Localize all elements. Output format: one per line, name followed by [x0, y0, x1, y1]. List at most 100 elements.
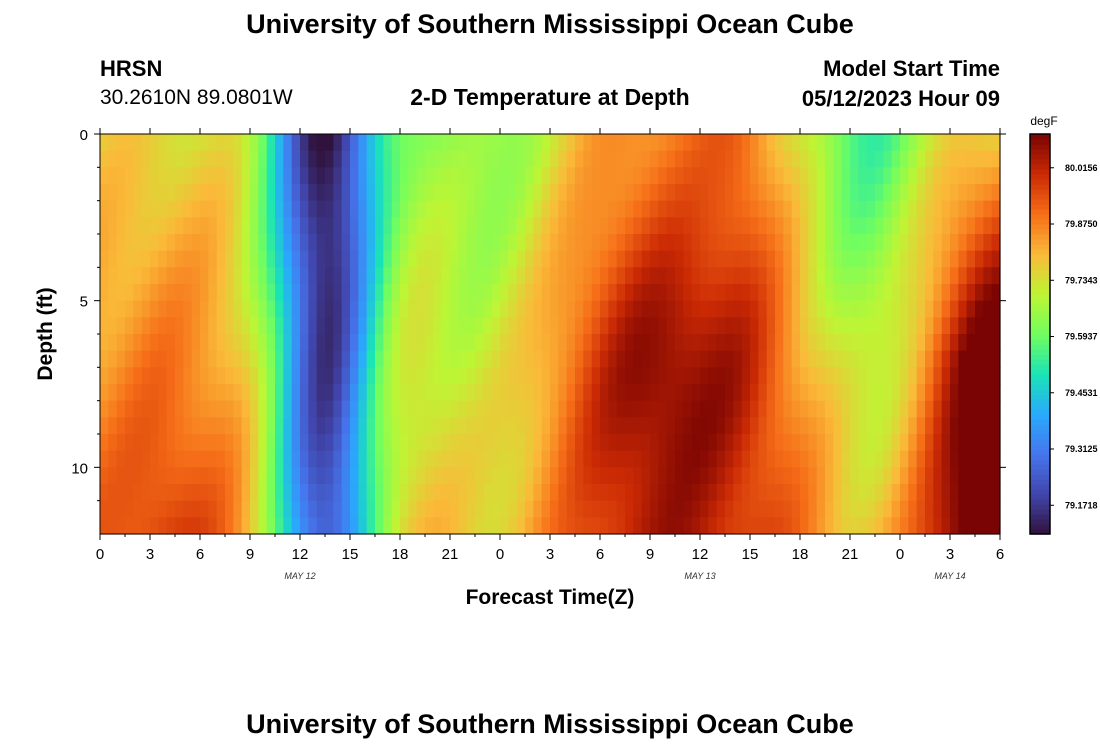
- heatmap-cell: [358, 350, 368, 368]
- heatmap-cell: [925, 217, 934, 235]
- heatmap-cell: [458, 250, 468, 268]
- heatmap-cell: [200, 300, 209, 318]
- heatmap-cell: [525, 384, 534, 402]
- heatmap-cell: [433, 467, 443, 485]
- heatmap-cell: [333, 284, 343, 302]
- heatmap-cell: [800, 367, 809, 385]
- heatmap-cell: [483, 217, 493, 235]
- heatmap-cell: [600, 267, 609, 285]
- heatmap-cell: [533, 317, 543, 335]
- heatmap-cell: [700, 200, 709, 218]
- heatmap-cell: [500, 250, 509, 268]
- heatmap-cell: [441, 134, 451, 152]
- heatmap-cell: [816, 200, 826, 218]
- heatmap-cell: [833, 434, 843, 452]
- heatmap-cell: [908, 234, 918, 252]
- heatmap-cell: [425, 200, 434, 218]
- heatmap-cell: [916, 284, 926, 302]
- heatmap-cell: [700, 517, 709, 535]
- heatmap-cell: [758, 434, 768, 452]
- heatmap-cell: [908, 384, 918, 402]
- heatmap-cell: [791, 450, 801, 468]
- heatmap-cell: [283, 217, 293, 235]
- heatmap-cell: [308, 267, 318, 285]
- heatmap-cell: [933, 150, 943, 168]
- heatmap-cell: [675, 317, 684, 335]
- heatmap-cell: [216, 267, 226, 285]
- heatmap-cell: [625, 517, 634, 535]
- heatmap-cell: [733, 250, 743, 268]
- heatmap-cell: [933, 467, 943, 485]
- heatmap-cell: [183, 167, 193, 185]
- heatmap-cell: [841, 400, 851, 418]
- heatmap-cell: [658, 417, 668, 435]
- heatmap-cell: [991, 167, 1001, 185]
- heatmap-cell: [350, 184, 359, 202]
- heatmap-cell: [550, 250, 559, 268]
- heatmap-cell: [191, 234, 201, 252]
- heatmap-cell: [841, 267, 851, 285]
- heatmap-cell: [283, 134, 293, 152]
- heatmap-cell: [633, 434, 643, 452]
- heatmap-cell: [941, 334, 951, 352]
- heatmap-cell: [591, 400, 601, 418]
- heatmap-cell: [300, 200, 309, 218]
- heatmap-cell: [841, 384, 851, 402]
- heatmap-cell: [508, 167, 518, 185]
- heatmap-cell: [641, 284, 651, 302]
- heatmap-cell: [525, 284, 534, 302]
- heatmap-cell: [600, 167, 609, 185]
- heatmap-cell: [383, 367, 393, 385]
- heatmap-cell: [200, 350, 209, 368]
- heatmap-cell: [491, 217, 501, 235]
- heatmap-cell: [408, 250, 418, 268]
- heatmap-cell: [391, 417, 401, 435]
- heatmap-cell: [933, 384, 943, 402]
- heatmap-cell: [641, 484, 651, 502]
- heatmap-cell: [300, 184, 309, 202]
- heatmap-cell: [558, 400, 568, 418]
- heatmap-cell: [666, 300, 676, 318]
- heatmap-cell: [108, 450, 118, 468]
- heatmap-cell: [250, 134, 259, 152]
- heatmap-cell: [200, 250, 209, 268]
- heatmap-cell: [775, 134, 784, 152]
- heatmap-cell: [708, 234, 718, 252]
- heatmap-cell: [300, 517, 309, 535]
- heatmap-cell: [916, 450, 926, 468]
- heatmap-cell: [825, 134, 834, 152]
- heatmap-cell: [550, 467, 559, 485]
- heatmap-cell: [525, 434, 534, 452]
- heatmap-cell: [666, 334, 676, 352]
- heatmap-cell: [708, 517, 718, 535]
- heatmap-cell: [383, 217, 393, 235]
- heatmap-cell: [200, 484, 209, 502]
- heatmap-cell: [733, 417, 743, 435]
- heatmap-cell: [316, 384, 326, 402]
- heatmap-cell: [941, 167, 951, 185]
- heatmap-cell: [700, 450, 709, 468]
- heatmap-cell: [241, 500, 251, 518]
- heatmap-cell: [391, 400, 401, 418]
- heatmap-cell: [925, 450, 934, 468]
- heatmap-cell: [766, 367, 776, 385]
- colorbar-segment: [1030, 339, 1050, 345]
- heatmap-cell: [583, 300, 593, 318]
- heatmap-cell: [766, 317, 776, 335]
- heatmap-cell: [275, 150, 284, 168]
- heatmap-cell: [875, 367, 884, 385]
- heatmap-cell: [316, 417, 326, 435]
- heatmap-cell: [650, 484, 659, 502]
- heatmap-cell: [708, 217, 718, 235]
- heatmap-cell: [216, 134, 226, 152]
- heatmap-cell: [383, 450, 393, 468]
- colorbar-segment: [1030, 219, 1050, 225]
- heatmap-cell: [766, 267, 776, 285]
- heatmap-cell: [166, 334, 176, 352]
- heatmap-cell: [500, 484, 509, 502]
- heatmap-cell: [583, 217, 593, 235]
- heatmap-cell: [283, 200, 293, 218]
- heatmap-cell: [858, 334, 868, 352]
- heatmap-cell: [491, 150, 501, 168]
- heatmap-cell: [583, 234, 593, 252]
